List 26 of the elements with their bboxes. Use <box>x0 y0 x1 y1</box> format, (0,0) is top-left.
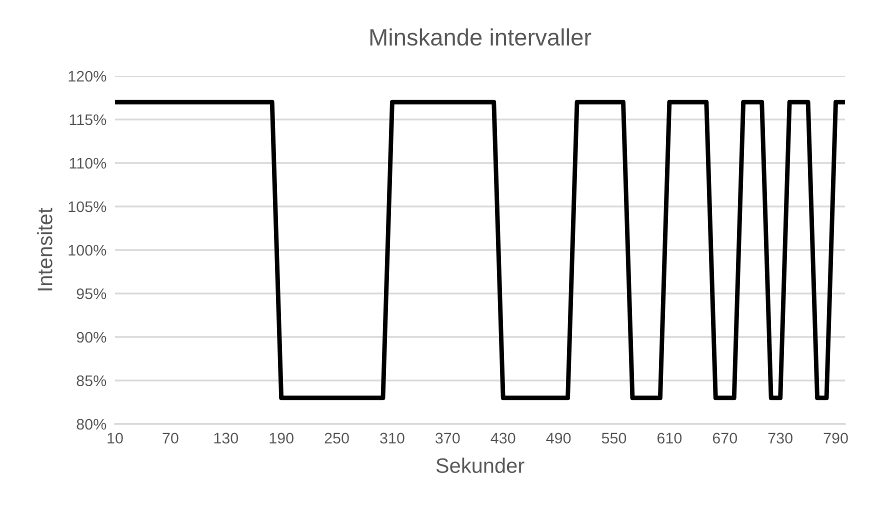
y-tick-label: 95% <box>76 288 106 300</box>
y-tick-label: 85% <box>76 375 106 386</box>
x-tick-label: 610 <box>657 432 682 444</box>
y-tick-label: 80% <box>76 418 106 430</box>
x-tick-label: 70 <box>162 432 178 444</box>
x-tick-label: 370 <box>435 432 460 444</box>
y-tick-label: 115% <box>70 114 106 126</box>
x-tick-label: 310 <box>380 432 404 444</box>
y-tick-label: 90% <box>76 332 106 343</box>
y-axis-title: Intensitet <box>37 208 52 290</box>
y-tick-label: 120% <box>68 70 106 82</box>
x-tick-label: 250 <box>324 432 349 444</box>
chart-title: Minskande intervaller <box>370 28 592 46</box>
x-tick-label: 550 <box>602 432 626 444</box>
y-tick-label: 100% <box>68 244 106 256</box>
x-tick-label: 490 <box>546 432 571 444</box>
y-tick-label: 110% <box>70 158 106 169</box>
x-tick-label: 430 <box>490 432 516 444</box>
y-tick-label: 105% <box>68 201 106 212</box>
x-tick-label: 790 <box>824 432 848 444</box>
x-tick-label: 730 <box>768 432 792 444</box>
x-tick-label: 190 <box>270 432 294 444</box>
x-axis-title: Sekunder <box>436 458 524 473</box>
x-tick-label: 670 <box>712 432 738 444</box>
x-tick-label: 10 <box>108 432 123 444</box>
x-tick-label: 130 <box>214 432 238 444</box>
